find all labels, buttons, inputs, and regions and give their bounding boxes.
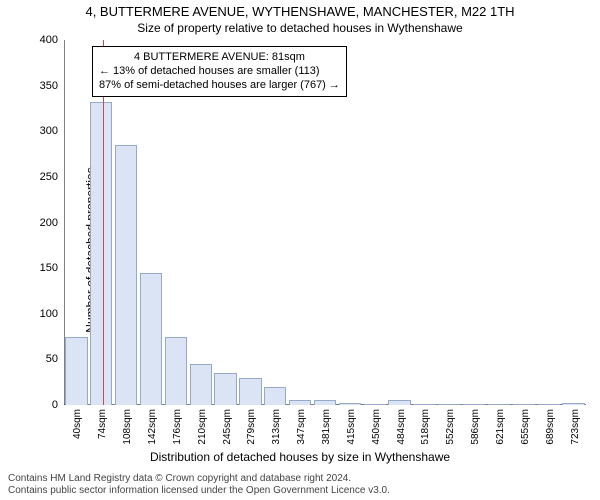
footer-line2: Contains public sector information licen… xyxy=(8,485,592,497)
histogram-bar xyxy=(115,145,137,405)
x-tick-label: 655sqm xyxy=(520,405,531,445)
x-tick-label: 723sqm xyxy=(570,405,581,445)
histogram-bar xyxy=(239,378,261,405)
y-tick-label: 400 xyxy=(40,34,64,46)
y-tick-label: 300 xyxy=(40,125,64,137)
x-tick-label: 245sqm xyxy=(222,405,233,445)
chart-plot-area: 05010015020025030035040040sqm74sqm108sqm… xyxy=(64,40,586,405)
histogram-bar xyxy=(264,387,286,405)
x-tick-label: 552sqm xyxy=(445,405,456,445)
title-address: 4, BUTTERMERE AVENUE, WYTHENSHAWE, MANCH… xyxy=(0,4,600,19)
x-tick-label: 40sqm xyxy=(72,405,83,439)
x-axis-label: Distribution of detached houses by size … xyxy=(0,450,600,464)
x-tick-label: 621sqm xyxy=(495,405,506,445)
histogram-bar xyxy=(140,273,162,405)
annotation-line: ← 13% of detached houses are smaller (11… xyxy=(99,65,340,79)
x-tick-label: 381sqm xyxy=(321,405,332,445)
footer-line1: Contains HM Land Registry data © Crown c… xyxy=(8,473,592,485)
x-tick-label: 142sqm xyxy=(147,405,158,445)
x-tick-label: 450sqm xyxy=(371,405,382,445)
annotation-line: 87% of semi-detached houses are larger (… xyxy=(99,79,340,93)
title-sub: Size of property relative to detached ho… xyxy=(0,21,600,35)
x-tick-label: 689sqm xyxy=(545,405,556,445)
x-tick-label: 586sqm xyxy=(470,405,481,445)
y-tick-label: 150 xyxy=(40,262,64,274)
histogram-bar xyxy=(65,337,87,405)
y-tick-label: 100 xyxy=(40,308,64,320)
x-tick-label: 313sqm xyxy=(271,405,282,445)
histogram-bar xyxy=(214,373,236,405)
x-tick-label: 484sqm xyxy=(396,405,407,445)
x-tick-label: 279sqm xyxy=(246,405,257,445)
histogram-bar xyxy=(165,337,187,405)
x-tick-label: 108sqm xyxy=(122,405,133,445)
histogram-bar xyxy=(90,102,112,405)
histogram-bar xyxy=(190,364,212,405)
x-tick-label: 347sqm xyxy=(296,405,307,445)
y-tick-label: 50 xyxy=(46,353,64,365)
y-tick-label: 200 xyxy=(40,217,64,229)
annotation-line: 4 BUTTERMERE AVENUE: 81sqm xyxy=(99,51,340,65)
y-tick-label: 250 xyxy=(40,171,64,183)
x-tick-label: 176sqm xyxy=(172,405,183,445)
x-tick-label: 74sqm xyxy=(97,405,108,439)
y-tick-label: 0 xyxy=(52,399,64,411)
x-tick-label: 518sqm xyxy=(420,405,431,445)
footer-attribution: Contains HM Land Registry data © Crown c… xyxy=(8,473,592,497)
y-tick-label: 350 xyxy=(40,80,64,92)
x-tick-label: 210sqm xyxy=(197,405,208,445)
annotation-box: 4 BUTTERMERE AVENUE: 81sqm← 13% of detac… xyxy=(92,46,347,97)
x-tick-label: 415sqm xyxy=(346,405,357,445)
